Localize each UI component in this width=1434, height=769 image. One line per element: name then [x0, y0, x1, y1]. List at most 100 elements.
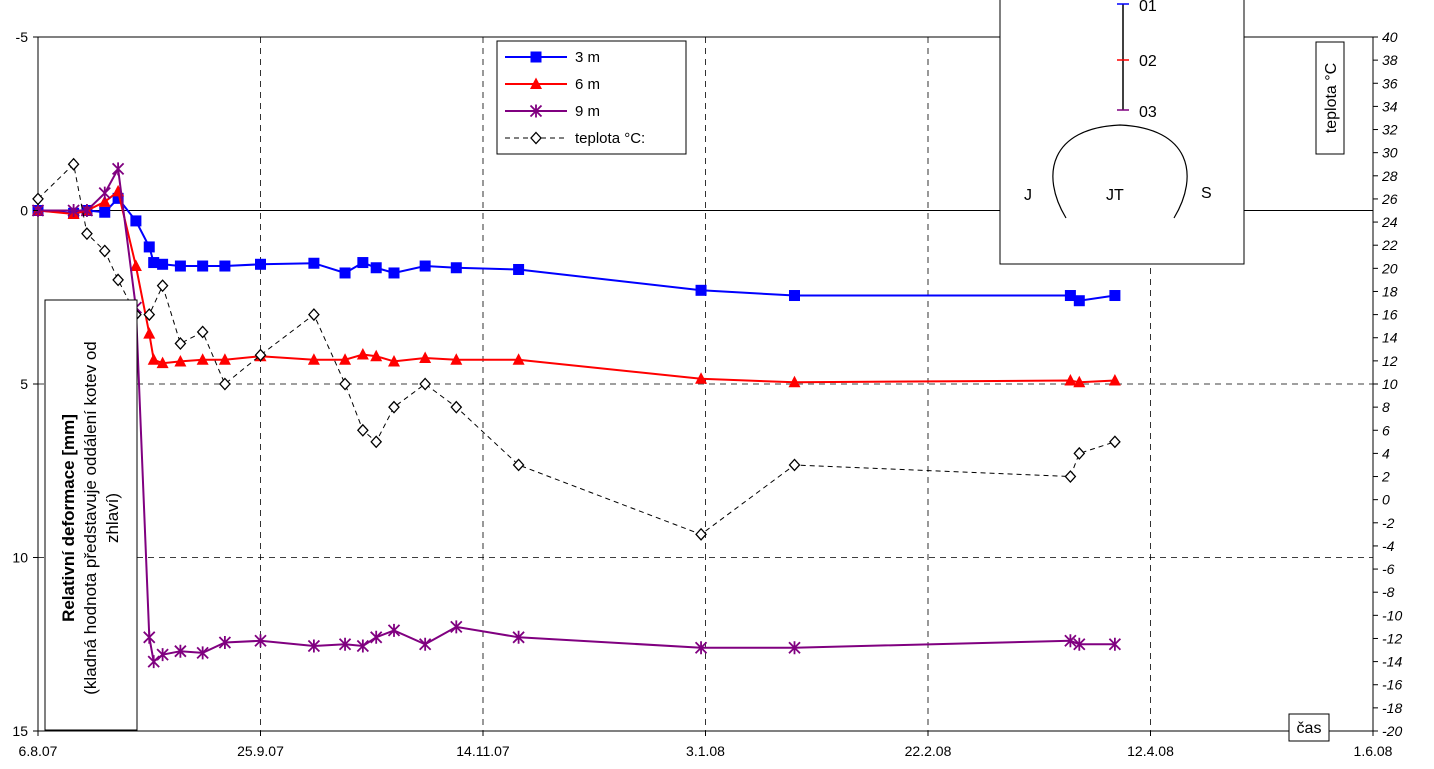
data-point — [254, 348, 267, 362]
x-tick-label: 12.4.08 — [1127, 743, 1174, 759]
right-tick-label: 16 — [1382, 307, 1398, 323]
data-point — [98, 244, 111, 258]
right-tick-label: 6 — [1382, 422, 1390, 438]
data-point — [307, 353, 320, 365]
data-point — [356, 423, 369, 437]
left-tick-label: -5 — [16, 29, 29, 45]
series-4 — [32, 157, 1121, 541]
right-axis-title-box: teplota °C — [1315, 41, 1345, 155]
data-point — [174, 260, 186, 272]
series-1 — [32, 192, 1121, 307]
y-axis-subtitle-line1: (kladná hodnota představuje oddálení kot… — [81, 341, 100, 694]
data-point — [1064, 374, 1077, 386]
data-point — [1073, 446, 1086, 460]
data-point — [450, 400, 463, 414]
data-point — [174, 354, 187, 367]
data-point — [788, 375, 801, 388]
right-tick-label: 30 — [1382, 145, 1398, 161]
x-tick-label: 6.8.07 — [19, 743, 58, 759]
right-tick-label: 20 — [1381, 260, 1398, 276]
data-point — [695, 284, 707, 296]
legend-items: 3 m 6 m 9 m teplota °C: — [505, 49, 645, 147]
right-tick-label: 40 — [1382, 29, 1398, 45]
legend-marker — [529, 104, 543, 118]
series-line — [37, 196, 1116, 302]
series-2 — [32, 184, 1121, 388]
data-point — [1064, 290, 1076, 302]
data-point — [196, 646, 209, 660]
data-point — [81, 227, 93, 241]
y-axis-title: Relativní deformace [mm] — [59, 414, 78, 622]
data-point — [129, 259, 142, 272]
data-point — [32, 192, 44, 206]
label-J: J — [1024, 187, 1032, 204]
anchor-label-03: 03 — [1139, 104, 1157, 121]
data-point — [339, 377, 351, 391]
data-point — [143, 308, 156, 322]
data-point — [388, 400, 400, 414]
data-point — [197, 260, 209, 272]
left-tick-label: 5 — [20, 376, 28, 392]
data-point — [419, 637, 432, 651]
data-point — [450, 620, 463, 634]
x-tick-label: 3.1.08 — [686, 743, 725, 759]
data-point — [219, 377, 231, 391]
data-point — [370, 435, 383, 449]
data-point — [307, 639, 321, 653]
label-S: S — [1201, 185, 1212, 202]
tunnel-profile — [1052, 124, 1188, 219]
data-point — [308, 257, 320, 269]
legend-item: 3 m — [505, 49, 600, 66]
grid-layer — [38, 37, 1373, 731]
right-tick-label: -10 — [1382, 607, 1402, 623]
legend-item: 9 m — [505, 103, 600, 120]
right-tick-label: -14 — [1382, 654, 1402, 670]
data-point — [156, 356, 169, 369]
data-point — [1064, 470, 1077, 483]
data-point — [98, 195, 111, 207]
data-point — [512, 458, 525, 472]
y-axis-subtitle-line2: zhlaví) — [103, 493, 122, 543]
data-point — [148, 257, 160, 269]
x-tick-label: 14.11.07 — [456, 743, 510, 759]
data-point — [370, 630, 383, 644]
data-point — [147, 655, 160, 669]
data-point — [1108, 637, 1122, 651]
data-point — [147, 353, 160, 365]
data-point — [218, 636, 232, 650]
right-tick-label: 26 — [1381, 191, 1398, 207]
legend-label: 9 m — [575, 103, 600, 120]
data-point — [388, 267, 400, 279]
data-point — [370, 262, 382, 274]
data-point — [196, 353, 209, 365]
right-tick-label: 2 — [1381, 469, 1390, 485]
data-point — [1073, 295, 1085, 307]
data-point — [67, 204, 80, 217]
data-point — [143, 327, 156, 339]
data-point — [339, 267, 351, 279]
y-axis-title-box: Relativní deformace [mm] (kladná hodnota… — [44, 299, 138, 731]
data-point — [339, 353, 352, 365]
data-point — [143, 630, 156, 644]
data-point — [789, 290, 800, 302]
data-point — [98, 186, 111, 200]
data-point — [419, 377, 432, 391]
right-tick-label: 36 — [1382, 75, 1398, 91]
x-axis: 6.8.07 25.9.07 14.11.07 3.1.08 22.2.08 12.4.0… — [19, 731, 1393, 759]
data-point — [156, 279, 169, 293]
data-point — [1073, 375, 1086, 388]
data-point — [174, 644, 187, 658]
series-layer — [31, 157, 1122, 669]
data-point — [694, 641, 708, 655]
right-axis: 4038363432302826242220181614121086420-2-… — [1373, 29, 1402, 739]
series-3 — [31, 162, 1122, 669]
legend-item: teplota °C: — [505, 130, 645, 147]
right-tick-label: -12 — [1382, 630, 1402, 646]
data-point — [387, 623, 401, 637]
anchor-label-02: 02 — [1139, 53, 1157, 70]
left-axis: -5 0 5 10 15 — [12, 29, 38, 739]
data-point — [695, 372, 708, 384]
data-point — [219, 260, 231, 272]
right-tick-label: -20 — [1382, 723, 1402, 739]
